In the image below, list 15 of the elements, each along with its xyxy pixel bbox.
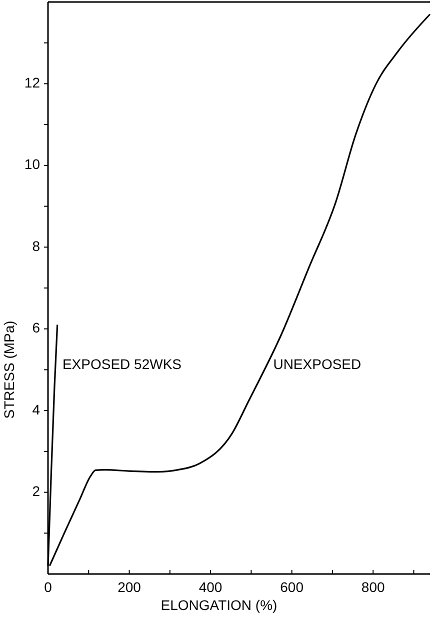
y-tick-label: 10 bbox=[24, 156, 40, 172]
x-tick-label: 600 bbox=[280, 579, 304, 595]
y-tick-label: 2 bbox=[32, 482, 40, 499]
y-axis-title: STRESS (MPa) bbox=[1, 320, 17, 419]
x-axis-title: ELONGATION (%) bbox=[160, 597, 278, 613]
series-label: UNEXPOSED bbox=[273, 356, 362, 372]
series-label: EXPOSED 52WKS bbox=[62, 356, 182, 372]
y-tick-label: 8 bbox=[32, 238, 40, 254]
y-tick-label: 4 bbox=[32, 401, 40, 418]
x-tick-label: 200 bbox=[118, 579, 142, 595]
x-tick-label: 400 bbox=[198, 579, 222, 595]
x-tick-label: 0 bbox=[44, 579, 52, 595]
y-tick-label: 6 bbox=[32, 320, 40, 336]
x-tick-label: 800 bbox=[361, 579, 385, 595]
y-tick-label: 12 bbox=[24, 74, 40, 90]
